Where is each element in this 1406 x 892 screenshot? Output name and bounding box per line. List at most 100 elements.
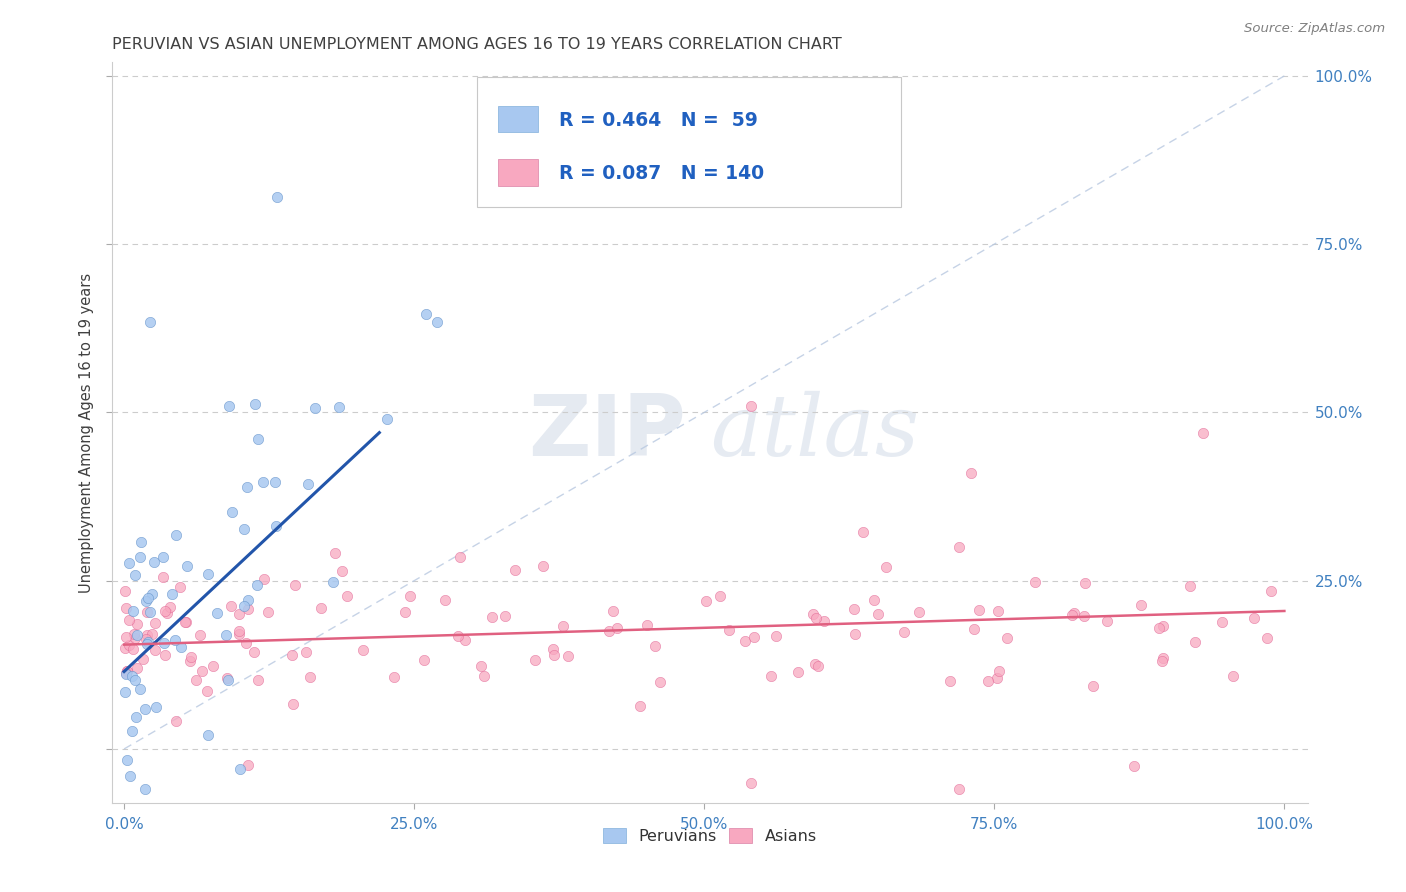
Point xyxy=(1083,679,1105,693)
Point xyxy=(1130,599,1153,613)
Point xyxy=(598,624,620,638)
Point xyxy=(243,645,266,659)
Point xyxy=(336,589,359,603)
Point xyxy=(228,624,250,638)
Point xyxy=(281,648,304,662)
Point xyxy=(494,608,516,623)
Point xyxy=(352,642,374,657)
Point xyxy=(740,775,762,789)
Point xyxy=(236,758,259,772)
Point xyxy=(143,615,166,630)
Point xyxy=(118,613,141,627)
Point xyxy=(323,546,346,560)
Point xyxy=(1152,618,1174,632)
Point xyxy=(245,397,267,411)
Point xyxy=(413,652,436,666)
FancyBboxPatch shape xyxy=(499,159,538,186)
Point xyxy=(449,549,471,564)
Point xyxy=(228,607,250,622)
Point xyxy=(153,604,176,618)
Point xyxy=(481,610,503,624)
Point xyxy=(1178,579,1201,593)
Point xyxy=(217,673,239,688)
Point xyxy=(114,684,136,698)
Point xyxy=(115,664,138,678)
Point xyxy=(1122,758,1144,772)
Text: Source: ZipAtlas.com: Source: ZipAtlas.com xyxy=(1244,22,1385,36)
Point xyxy=(188,627,211,641)
Point xyxy=(159,600,181,615)
Point xyxy=(524,653,547,667)
Point xyxy=(988,664,1011,678)
Point xyxy=(264,475,287,490)
Point xyxy=(152,549,174,564)
Point xyxy=(141,587,163,601)
Point xyxy=(201,659,224,673)
Point xyxy=(136,628,159,642)
Point xyxy=(328,400,350,414)
Point xyxy=(470,659,492,673)
Point xyxy=(143,643,166,657)
Point xyxy=(1060,608,1083,623)
Point xyxy=(1150,655,1173,669)
Point xyxy=(152,636,174,650)
Point xyxy=(184,673,207,687)
Point xyxy=(939,673,962,688)
Point xyxy=(472,668,495,682)
Point xyxy=(969,603,991,617)
Point xyxy=(298,670,321,684)
Point xyxy=(266,190,288,204)
Point xyxy=(852,525,875,540)
Point xyxy=(236,592,259,607)
Point xyxy=(415,307,437,321)
Point xyxy=(124,673,146,687)
Point xyxy=(141,627,163,641)
Point xyxy=(1184,635,1206,649)
Point xyxy=(765,629,787,643)
Text: atlas: atlas xyxy=(710,392,920,474)
Point xyxy=(253,572,276,586)
Point xyxy=(786,665,808,680)
Point xyxy=(1063,606,1085,620)
Point xyxy=(135,594,157,608)
Point xyxy=(136,634,159,648)
Point xyxy=(644,639,666,653)
Point xyxy=(995,631,1018,645)
Point xyxy=(176,558,198,573)
Y-axis label: Unemployment Among Ages 16 to 19 years: Unemployment Among Ages 16 to 19 years xyxy=(79,273,94,592)
Point xyxy=(1149,622,1171,636)
Point xyxy=(948,540,970,554)
Point xyxy=(125,661,148,675)
Point xyxy=(129,682,152,697)
Point xyxy=(295,645,318,659)
Point xyxy=(264,519,287,533)
Point xyxy=(169,580,191,594)
Point xyxy=(309,601,332,615)
Point xyxy=(907,605,929,619)
Point xyxy=(129,550,152,565)
Point xyxy=(114,666,136,681)
Point xyxy=(122,604,145,618)
Point xyxy=(553,619,575,633)
Point xyxy=(813,614,835,628)
FancyBboxPatch shape xyxy=(477,78,901,207)
Point xyxy=(153,648,176,663)
Point xyxy=(114,640,136,655)
Text: PERUVIAN VS ASIAN UNEMPLOYMENT AMONG AGES 16 TO 19 YEARS CORRELATION CHART: PERUVIAN VS ASIAN UNEMPLOYMENT AMONG AGE… xyxy=(112,37,842,52)
Point xyxy=(1256,631,1278,645)
Point xyxy=(844,627,866,641)
Point xyxy=(960,466,983,480)
Point xyxy=(115,630,138,644)
Point xyxy=(433,593,456,607)
Point xyxy=(114,601,136,615)
Point xyxy=(1211,615,1233,629)
Point xyxy=(868,607,890,621)
Point xyxy=(454,633,477,648)
Point xyxy=(122,642,145,657)
Point xyxy=(156,606,179,620)
Point xyxy=(557,648,579,663)
Point xyxy=(394,605,416,619)
Point xyxy=(709,589,731,603)
Point xyxy=(135,605,157,619)
Point xyxy=(117,664,139,678)
